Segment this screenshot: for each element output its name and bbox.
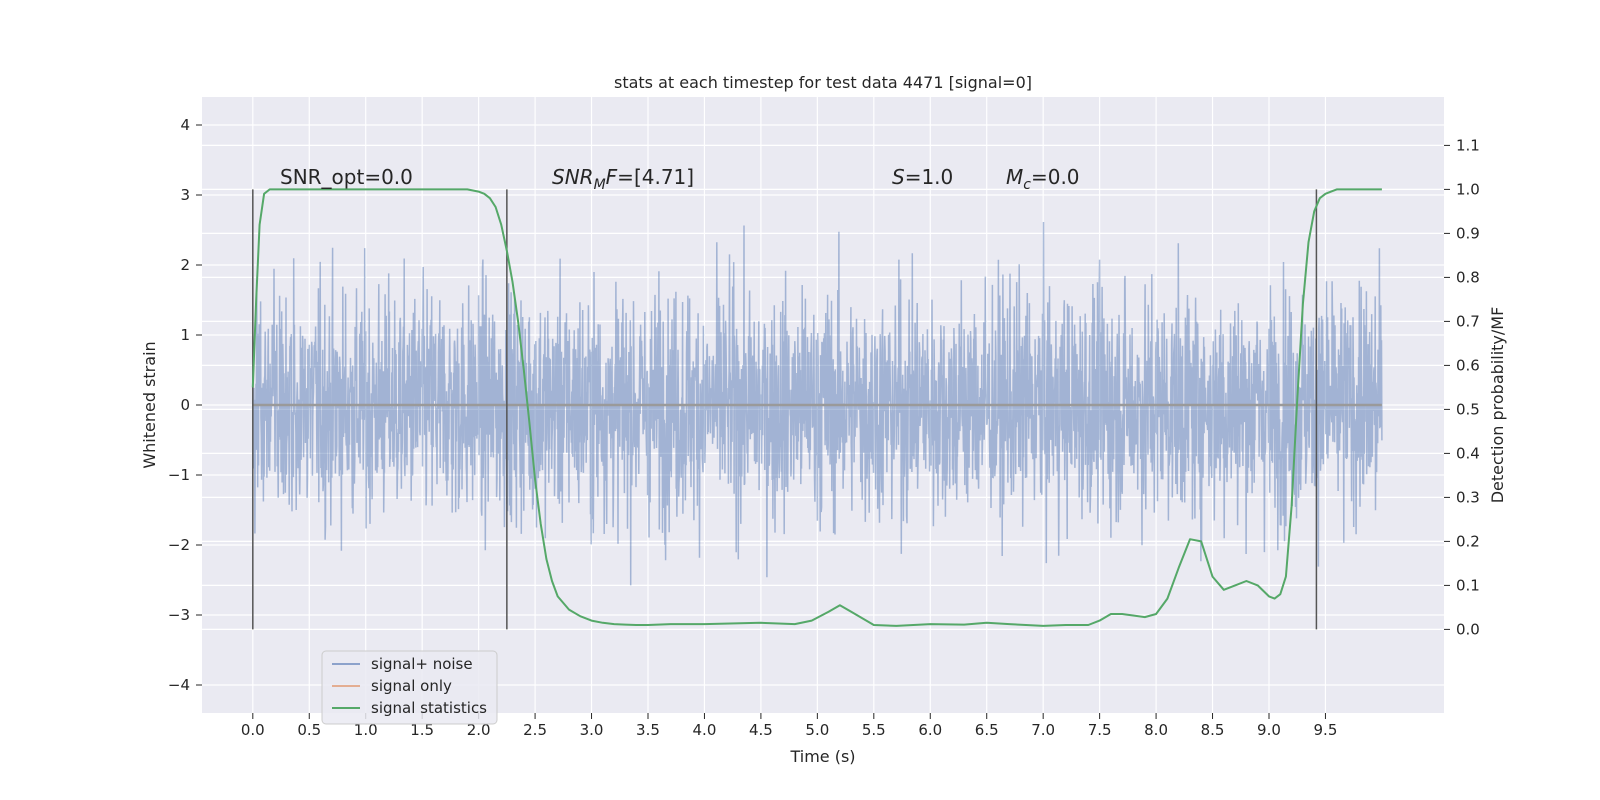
x-tick-label: 4.0 bbox=[693, 721, 717, 739]
x-tick-label: 9.5 bbox=[1314, 721, 1338, 739]
grid-y2 bbox=[202, 144, 1444, 631]
legend-box bbox=[321, 650, 498, 725]
y-tick-label: 3 bbox=[180, 186, 190, 204]
x-tick-label: 5.5 bbox=[862, 721, 886, 739]
y2-tick-label: 0.3 bbox=[1456, 488, 1480, 506]
vertical-markers bbox=[252, 189, 1318, 630]
y2-axis-title: Detection probability/MF bbox=[1488, 307, 1507, 504]
y2-tick-label: 1.1 bbox=[1456, 136, 1480, 154]
y2-tick-label: 0.8 bbox=[1456, 268, 1480, 286]
legend-label-signal-statistics: signal statistics bbox=[371, 699, 487, 717]
y2-tick-label: 0.0 bbox=[1456, 620, 1480, 638]
x-tick-label: 9.0 bbox=[1257, 721, 1281, 739]
y2-tick-label: 0.5 bbox=[1456, 400, 1480, 418]
x-tick-label: 8.0 bbox=[1144, 721, 1168, 739]
y2-tick-labels: 1.1 1.0 0.9 0.8 0.7 0.6 0.5 0.4 0.3 0.2 0.1 0.0 bbox=[1444, 136, 1480, 638]
y-tick-label: −3 bbox=[168, 606, 190, 624]
x-tick-label: 4.5 bbox=[749, 721, 773, 739]
annotation-snr-mf: SNRMF=[4.71] bbox=[552, 165, 694, 193]
y-tick-label: −1 bbox=[168, 466, 190, 484]
y-tick-labels: 4 3 2 1 0 −1 −2 −3 −4 bbox=[168, 116, 202, 694]
y2-tick-label: 0.2 bbox=[1456, 532, 1480, 550]
x-tick-label: 0.0 bbox=[241, 721, 265, 739]
annotation-snr-mf-value: = bbox=[617, 165, 634, 189]
annotation-mc: Mc=0.0 bbox=[1006, 165, 1080, 193]
x-tick-label: 1.5 bbox=[410, 721, 434, 739]
signal-statistics-line bbox=[251, 188, 1382, 627]
y2-tick-label: 0.4 bbox=[1456, 444, 1480, 462]
annotation-s-value: =1.0 bbox=[905, 165, 954, 189]
legend: signal+ noise signal only signal statist… bbox=[321, 650, 498, 725]
x-tick-label: 3.0 bbox=[580, 721, 604, 739]
x-tick-label: 6.0 bbox=[918, 721, 942, 739]
annotation-mc-value: =0.0 bbox=[1031, 165, 1080, 189]
x-tick-label: 7.5 bbox=[1088, 721, 1112, 739]
y2-tick-label: 0.9 bbox=[1456, 224, 1480, 242]
x-tick-label: 1.0 bbox=[354, 721, 378, 739]
y2-tick-label: 1.0 bbox=[1456, 180, 1480, 198]
y-tick-label: 1 bbox=[180, 326, 190, 344]
x-tick-label: 8.5 bbox=[1201, 721, 1225, 739]
x-tick-label: 2.5 bbox=[523, 721, 547, 739]
x-tick-label: 2.0 bbox=[467, 721, 491, 739]
y2-tick-label: 0.1 bbox=[1456, 576, 1480, 594]
y2-tick-label: 0.7 bbox=[1456, 312, 1480, 330]
chart-title: stats at each timestep for test data 447… bbox=[614, 73, 1032, 92]
annotation-snr-opt: SNR_opt=0.0 bbox=[280, 165, 413, 189]
signal-noise-line bbox=[252, 221, 1383, 586]
y-axis-title: Whitened strain bbox=[140, 341, 159, 468]
legend-label-signal-only: signal only bbox=[371, 677, 452, 695]
x-tick-label: 5.0 bbox=[805, 721, 829, 739]
y-tick-label: 0 bbox=[180, 396, 190, 414]
y-tick-label: −2 bbox=[168, 536, 190, 554]
series-signal-noise bbox=[252, 221, 1383, 586]
annotation-snr-mf-list: [4.71] bbox=[634, 165, 694, 189]
x-tick-labels: 0.0 0.5 1.0 1.5 2.0 2.5 3.0 3.5 4.0 4.5 5.0 5.5 6.0 6… bbox=[241, 713, 1337, 739]
x-tick-label: 7.0 bbox=[1031, 721, 1055, 739]
y-tick-label: 2 bbox=[180, 256, 190, 274]
x-axis-title: Time (s) bbox=[789, 747, 855, 766]
y-tick-label: −4 bbox=[168, 676, 190, 694]
legend-label-signal-noise: signal+ noise bbox=[371, 655, 473, 673]
y2-tick-label: 0.6 bbox=[1456, 356, 1480, 374]
x-tick-label: 6.5 bbox=[975, 721, 999, 739]
annotation-s: S=1.0 bbox=[892, 165, 953, 189]
y-tick-label: 4 bbox=[180, 116, 190, 134]
x-tick-label: 0.5 bbox=[297, 721, 321, 739]
x-tick-label: 3.5 bbox=[636, 721, 660, 739]
series-signal-statistics bbox=[251, 188, 1382, 627]
